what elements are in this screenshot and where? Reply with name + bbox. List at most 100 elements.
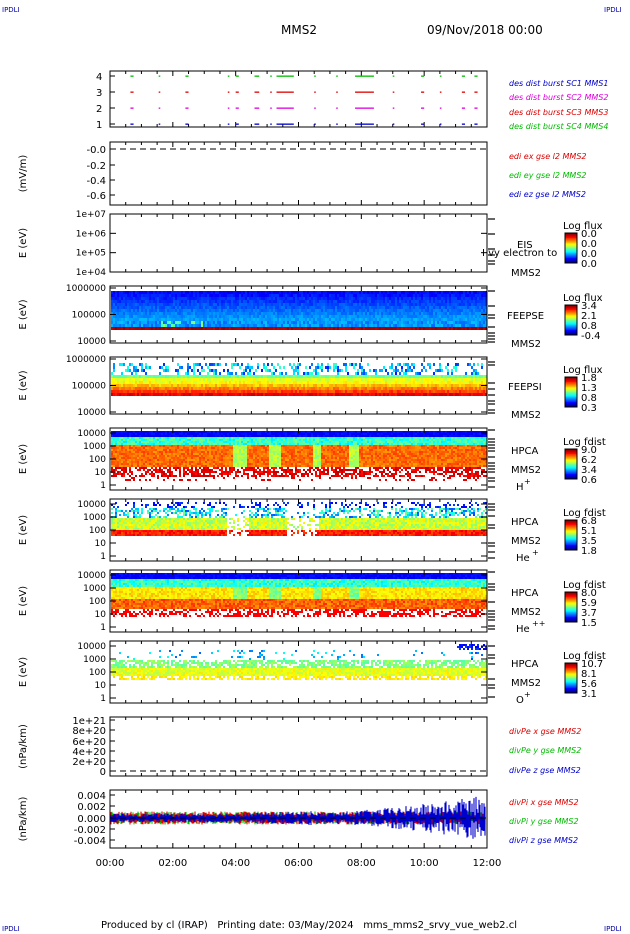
feepsi-pixel: [125, 378, 127, 381]
feepse-pixel: [167, 315, 169, 318]
feepse-pixel: [115, 315, 117, 318]
feepse-pixel: [365, 321, 367, 324]
hpca_h-pixel: [113, 461, 115, 463]
feepsi-pixel: [423, 366, 425, 369]
feepse-pixel: [429, 306, 431, 309]
feepsi-pixel: [255, 378, 257, 381]
feepse-pixel: [147, 315, 149, 318]
feepse-pixel: [151, 315, 153, 318]
feepse-pixel: [459, 327, 461, 330]
feepsi-pixel: [125, 369, 127, 372]
feepsi-pixel: [159, 384, 161, 387]
feepsi-pixel: [193, 390, 195, 393]
feepse-pixel: [459, 303, 461, 306]
feepsi-pixel: [203, 393, 205, 396]
feepse-pixel: [131, 324, 133, 327]
feepsi-pixel: [455, 390, 457, 393]
feepsi-pixel: [403, 393, 405, 396]
feepsi-pixel: [463, 378, 465, 381]
feepsi-pixel: [345, 384, 347, 387]
feepse-pixel: [235, 306, 237, 309]
feepsi-pixel: [137, 375, 139, 378]
feepse-pixel: [403, 309, 405, 312]
feepse-pixel: [409, 297, 411, 300]
feepse-pixel: [195, 321, 197, 324]
feepse-pixel: [483, 309, 485, 312]
feepsi-pixel: [253, 390, 255, 393]
feepsi-pixel: [465, 387, 467, 390]
feepsi-pixel: [359, 378, 361, 381]
burst-burst-mark: [461, 75, 466, 77]
feepsi-pixel: [231, 387, 233, 390]
hpca_h-pixel: [139, 437, 141, 439]
feepse-pixel: [315, 324, 317, 327]
feepsi-pixel: [427, 384, 429, 387]
feepse-pixel: [245, 327, 247, 330]
feepsi-pixel: [157, 378, 159, 381]
feepse-pixel: [361, 306, 363, 309]
feepse-pixel: [395, 306, 397, 309]
feepse-pixel: [175, 315, 177, 318]
feepsi-colorbar-title: Log flux: [563, 365, 603, 376]
feepse-pixel: [129, 294, 131, 297]
feepse-pixel: [209, 321, 211, 324]
burst-legend-3: des dist burst SC3 MMS3: [509, 108, 608, 117]
feepsi-pixel: [245, 393, 247, 396]
feepse-pixel: [225, 294, 227, 297]
feepse-pixel: [131, 297, 133, 300]
feepse-pixel: [319, 297, 321, 300]
feepse-pixel: [317, 303, 319, 306]
feepse-pixel: [151, 309, 153, 312]
feepse-pixel: [361, 300, 363, 303]
feepse-pixel: [437, 300, 439, 303]
hpca_h-pixel: [125, 461, 127, 463]
feepsi-pixel: [297, 372, 299, 375]
feepse-pixel: [137, 318, 139, 321]
hpca_h-pixel: [137, 441, 139, 443]
hpca_h-pixel: [145, 435, 147, 437]
feepse-pixel: [121, 309, 123, 312]
feepse-pixel: [445, 321, 447, 324]
hpca_h-pixel: [151, 463, 153, 465]
feepsi-pixel: [167, 384, 169, 387]
feepse-pixel: [389, 297, 391, 300]
feepsi-pixel: [117, 387, 119, 390]
feepse-pixel: [337, 309, 339, 312]
feepsi-pixel: [277, 384, 279, 387]
eis-overlay-text: I vy electron to: [482, 248, 557, 259]
feepse-pixel: [319, 303, 321, 306]
feepse-pixel: [163, 309, 165, 312]
feepse-pixel: [153, 291, 155, 294]
feepse-pixel: [453, 297, 455, 300]
feepse-pixel: [151, 294, 153, 297]
feepse-pixel: [331, 309, 333, 312]
feepse-pixel: [307, 312, 309, 315]
feepse-pixel: [323, 297, 325, 300]
feepse-pixel: [245, 291, 247, 294]
feepsi-pixel: [113, 375, 115, 378]
feepse-pixel: [405, 324, 407, 327]
hpca_h-pixel: [117, 433, 119, 435]
feepse-pixel: [255, 312, 257, 315]
hpca_h-pixel: [151, 473, 153, 475]
feepsi-pixel: [269, 387, 271, 390]
feepsi-pixel: [177, 390, 179, 393]
feepse-pixel: [171, 294, 173, 297]
feepse-pixel: [273, 321, 275, 324]
feepsi-pixel: [471, 375, 473, 378]
feepsi-pixel: [295, 384, 297, 387]
feepse-pixel: [249, 303, 251, 306]
hpca_h-pixel: [115, 447, 117, 449]
feepse-pixel: [275, 324, 277, 327]
feepse-pixel: [291, 327, 293, 330]
hpca_h-pixel: [129, 461, 131, 463]
feepsi-pixel: [171, 390, 173, 393]
hpca_h-pixel: [153, 433, 155, 435]
feepse-pixel: [157, 312, 159, 315]
hpca_h-pixel: [127, 453, 129, 455]
feepsi-pixel: [233, 381, 235, 384]
feepse-pixel: [431, 318, 433, 321]
feepsi-pixel: [315, 393, 317, 396]
feepsi-pixel: [363, 378, 365, 381]
feepse-pixel: [369, 291, 371, 294]
